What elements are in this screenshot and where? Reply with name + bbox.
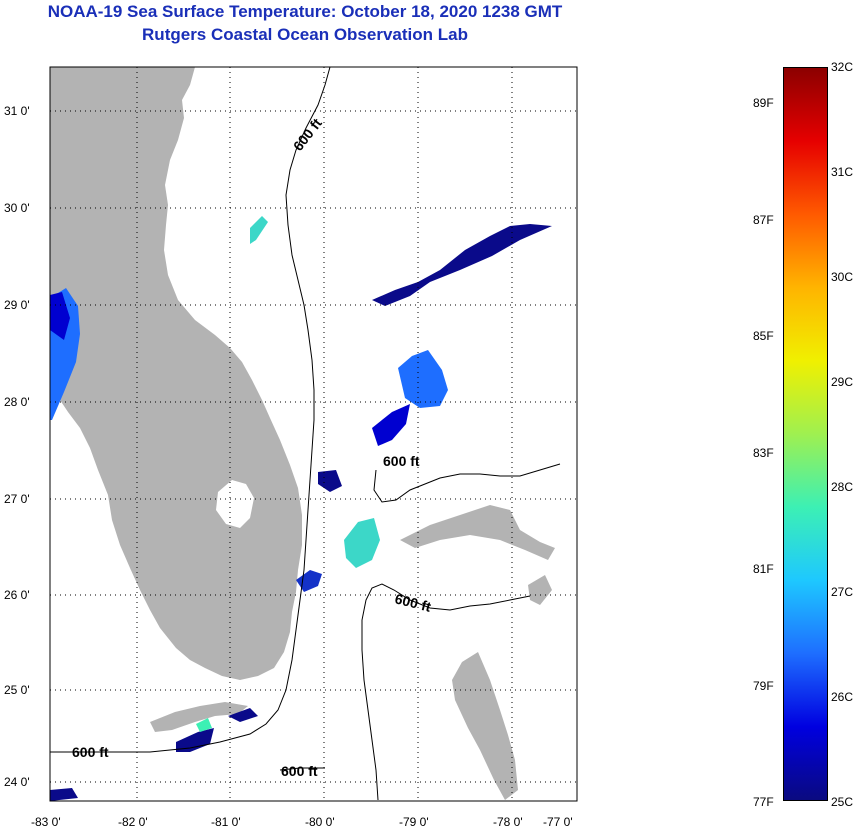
- cb-c-25: 25C: [831, 795, 854, 809]
- cb-f-87: 87F: [753, 213, 774, 227]
- lon-tick-labels: -83 0' -82 0' -81 0' -80 0' -79 0' -78 0…: [31, 815, 573, 829]
- map-title: NOAA-19 Sea Surface Temperature: October…: [47, 2, 563, 21]
- cb-f-85: 85F: [753, 329, 774, 343]
- contour-label-bahamas: 600 ft: [383, 453, 420, 469]
- svg-text:25 0': 25 0': [4, 683, 30, 697]
- svg-text:-82 0': -82 0': [118, 815, 148, 829]
- map-subtitle: Rutgers Coastal Ocean Observation Lab: [142, 25, 468, 44]
- sst-patches: [50, 216, 552, 801]
- abaco-island: [528, 575, 552, 605]
- cb-c-32: 32C: [831, 60, 854, 74]
- cb-f-79: 79F: [753, 679, 774, 693]
- svg-text:31 0': 31 0': [4, 104, 30, 118]
- svg-text:28 0': 28 0': [4, 395, 30, 409]
- temperature-colorbar: [783, 67, 828, 801]
- svg-text:26 0': 26 0': [4, 588, 30, 602]
- contour-label-south: 600 ft: [281, 763, 318, 779]
- svg-text:29 0': 29 0': [4, 298, 30, 312]
- cb-f-77: 77F: [753, 795, 774, 809]
- cb-c-26: 26C: [831, 690, 854, 704]
- svg-text:24 0': 24 0': [4, 775, 30, 789]
- cb-c-27: 27C: [831, 585, 854, 599]
- svg-text:-80 0': -80 0': [305, 815, 335, 829]
- cb-c-31: 31C: [831, 165, 854, 179]
- andros-island: [452, 652, 518, 800]
- cb-f-83: 83F: [753, 446, 774, 460]
- grand-bahama: [400, 505, 555, 560]
- cb-f-89: 89F: [753, 96, 774, 110]
- isobath-contours: [50, 67, 561, 801]
- svg-text:-81 0': -81 0': [211, 815, 241, 829]
- florida-keys: [150, 702, 248, 732]
- svg-text:27 0': 27 0': [4, 492, 30, 506]
- cb-c-29: 29C: [831, 375, 854, 389]
- lake-okeechobee: [216, 480, 254, 528]
- svg-text:-77 0': -77 0': [543, 815, 573, 829]
- contour-label-keys: 600 ft: [72, 744, 109, 760]
- lat-tick-labels: 31 0' 30 0' 29 0' 28 0' 27 0' 26 0' 25 0…: [4, 104, 30, 789]
- cb-c-28: 28C: [831, 480, 854, 494]
- cb-c-30: 30C: [831, 270, 854, 284]
- svg-text:-78 0': -78 0': [493, 815, 523, 829]
- svg-text:-79 0': -79 0': [399, 815, 429, 829]
- svg-text:-83 0': -83 0': [31, 815, 61, 829]
- cb-f-81: 81F: [753, 562, 774, 576]
- svg-text:30 0': 30 0': [4, 201, 30, 215]
